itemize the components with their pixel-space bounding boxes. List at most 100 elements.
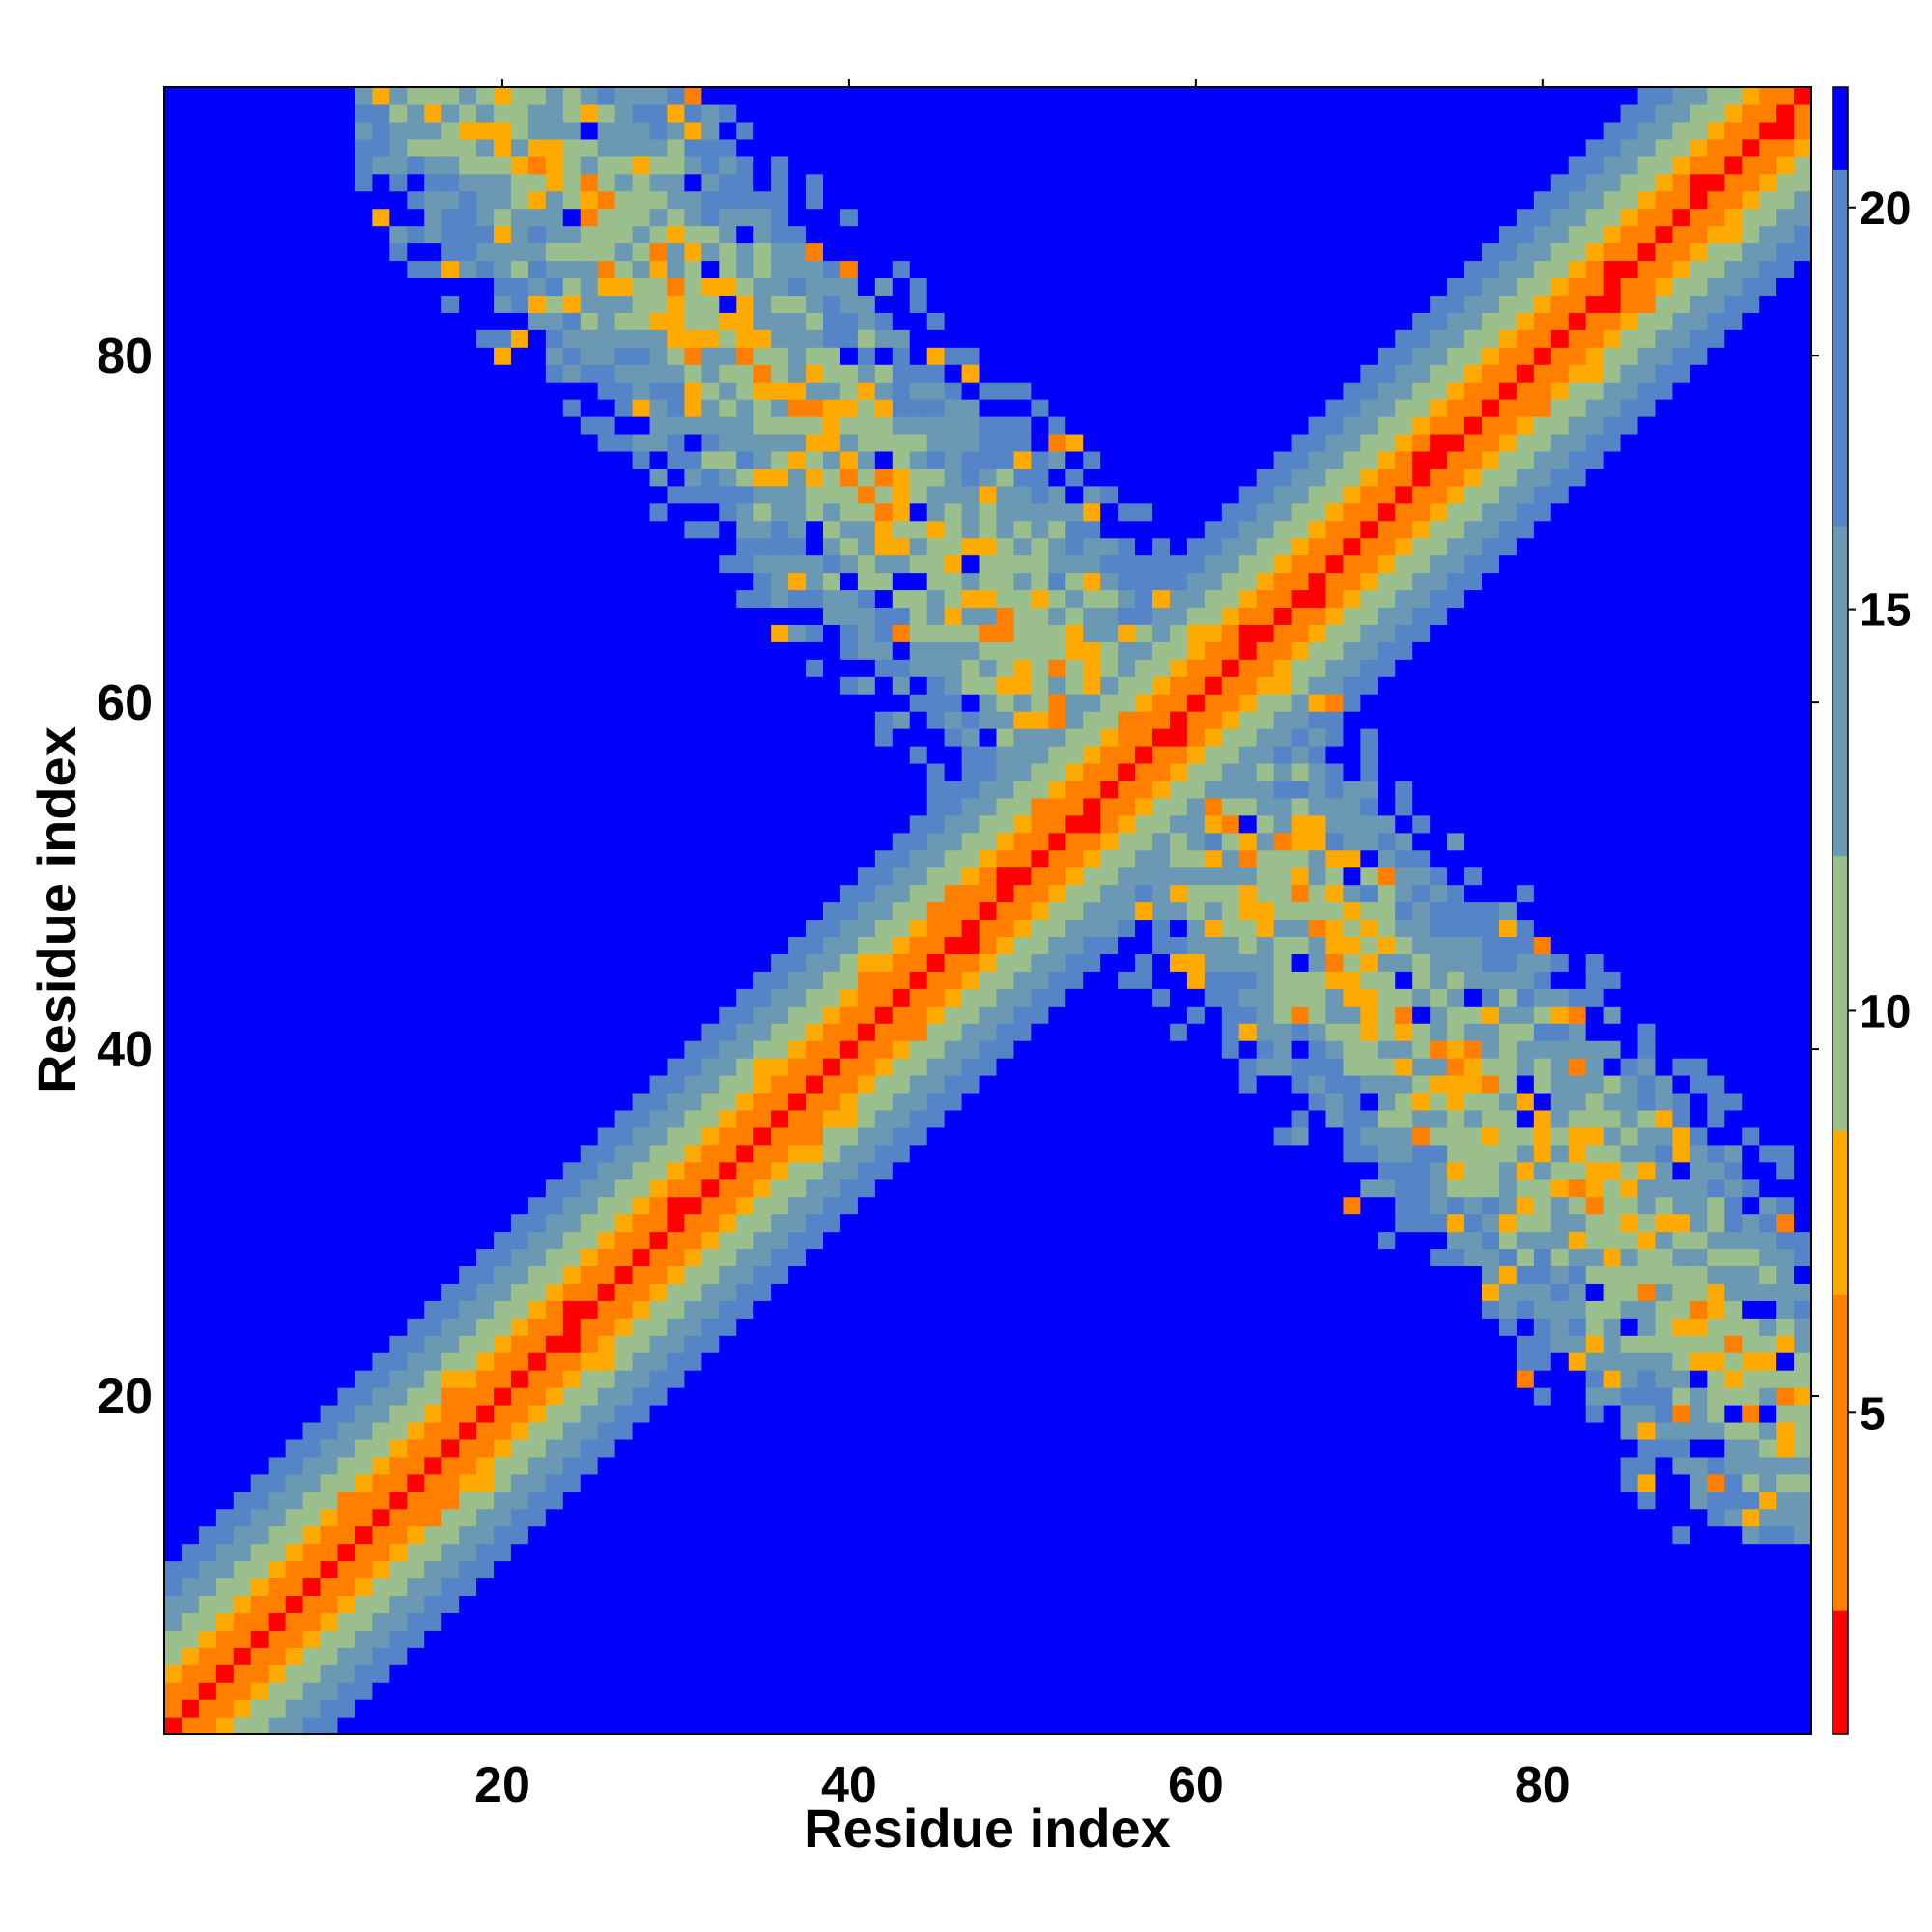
heatmap-cell — [753, 884, 772, 903]
heatmap-cell — [372, 1318, 390, 1336]
heatmap-cell — [771, 607, 789, 625]
heatmap-cell — [979, 1231, 998, 1250]
heatmap-cell — [562, 1525, 582, 1545]
heatmap-cell — [372, 208, 390, 227]
heatmap-cell — [215, 1283, 235, 1301]
heatmap-cell — [944, 156, 963, 175]
heatmap-cell — [285, 1560, 304, 1579]
heatmap-cell — [1013, 502, 1032, 522]
heatmap-cell — [892, 746, 911, 764]
heatmap-cell — [1031, 1491, 1049, 1510]
heatmap-cell — [355, 1075, 373, 1094]
heatmap-cell — [926, 1595, 946, 1613]
heatmap-cell — [285, 1473, 304, 1492]
heatmap-cell — [753, 1023, 772, 1041]
heatmap-cell — [649, 1283, 668, 1301]
heatmap-cell — [1048, 988, 1066, 1007]
heatmap-cell — [944, 676, 963, 695]
heatmap-cell — [736, 277, 754, 296]
heatmap-cell — [771, 1630, 789, 1648]
heatmap-cell — [996, 624, 1015, 642]
heatmap-cell — [494, 762, 512, 781]
heatmap-cell — [494, 1473, 512, 1492]
heatmap-cell — [979, 121, 998, 140]
heatmap-cell — [649, 1092, 668, 1111]
heatmap-cell — [701, 1196, 720, 1215]
heatmap-cell — [580, 1473, 599, 1492]
heatmap-cell — [424, 1647, 442, 1665]
heatmap-cell — [215, 849, 235, 868]
heatmap-cell — [771, 1196, 789, 1215]
heatmap-cell — [944, 1300, 963, 1319]
heatmap-cell — [736, 1630, 754, 1648]
heatmap-cell — [545, 953, 564, 972]
heatmap-cell — [979, 1491, 998, 1510]
heatmap-cell — [441, 936, 460, 954]
heatmap-cell — [753, 1717, 772, 1735]
heatmap-cell — [736, 1265, 754, 1284]
heatmap-cell — [527, 711, 547, 729]
heatmap-cell — [302, 1421, 322, 1440]
heatmap-cell — [1013, 1577, 1032, 1597]
heatmap-cell — [389, 1387, 408, 1406]
heatmap-cell — [839, 1058, 859, 1076]
heatmap-cell — [597, 1335, 616, 1353]
heatmap-cell — [580, 502, 599, 522]
heatmap-cell — [806, 867, 824, 886]
heatmap-cell — [667, 450, 686, 469]
heatmap-cell — [996, 121, 1015, 140]
heatmap-cell — [667, 1075, 686, 1094]
heatmap-cell — [164, 589, 183, 609]
heatmap-cell — [268, 624, 287, 642]
heatmap-cell — [667, 295, 686, 313]
heatmap-cell — [268, 1006, 287, 1024]
heatmap-cell — [527, 988, 547, 1007]
heatmap-cell — [961, 468, 980, 487]
heatmap-cell — [944, 1318, 963, 1336]
heatmap-cell — [389, 607, 408, 625]
heatmap-cell — [961, 1595, 980, 1613]
heatmap-cell — [580, 399, 599, 417]
heatmap-cell — [233, 1283, 252, 1301]
heatmap-cell — [527, 1682, 547, 1700]
heatmap-cell — [892, 1248, 911, 1267]
heatmap-cell — [979, 1560, 998, 1579]
heatmap-cell — [701, 1144, 720, 1163]
heatmap-cell — [233, 433, 252, 452]
heatmap-cell — [545, 1248, 564, 1267]
heatmap-cell — [667, 1456, 686, 1475]
heatmap-cell — [996, 103, 1015, 123]
heatmap-cell — [874, 242, 894, 262]
heatmap-cell — [961, 502, 980, 522]
heatmap-cell — [1048, 589, 1066, 609]
heatmap-cell — [285, 1405, 304, 1423]
heatmap-cell — [580, 1370, 599, 1388]
heatmap-cell — [320, 1092, 339, 1111]
heatmap-cell — [614, 1092, 634, 1111]
heatmap-cell — [614, 711, 634, 729]
heatmap-cell — [355, 1508, 373, 1527]
heatmap-cell — [874, 607, 894, 625]
heatmap-cell — [944, 1682, 963, 1700]
heatmap-cell — [407, 659, 425, 677]
heatmap-cell — [1048, 485, 1066, 504]
heatmap-cell — [355, 1196, 373, 1215]
heatmap-cell — [424, 225, 442, 244]
heatmap-cell — [164, 1699, 183, 1718]
heatmap-cell — [667, 1387, 686, 1406]
heatmap-cell — [268, 295, 287, 313]
heatmap-cell — [788, 1405, 807, 1423]
heatmap-cell — [494, 780, 512, 799]
heatmap-cell — [719, 659, 737, 677]
heatmap-cell — [198, 1179, 217, 1198]
heatmap-cell — [233, 156, 252, 175]
heatmap-cell — [494, 1196, 512, 1215]
heatmap-cell — [494, 1248, 512, 1267]
heatmap-cell — [736, 676, 754, 695]
heatmap-cell — [198, 1387, 217, 1406]
heatmap-cell — [926, 832, 946, 851]
heatmap-cell — [476, 1213, 495, 1233]
heatmap-cell — [233, 1508, 252, 1527]
heatmap-cell — [1013, 919, 1032, 938]
heatmap-cell — [926, 138, 946, 157]
